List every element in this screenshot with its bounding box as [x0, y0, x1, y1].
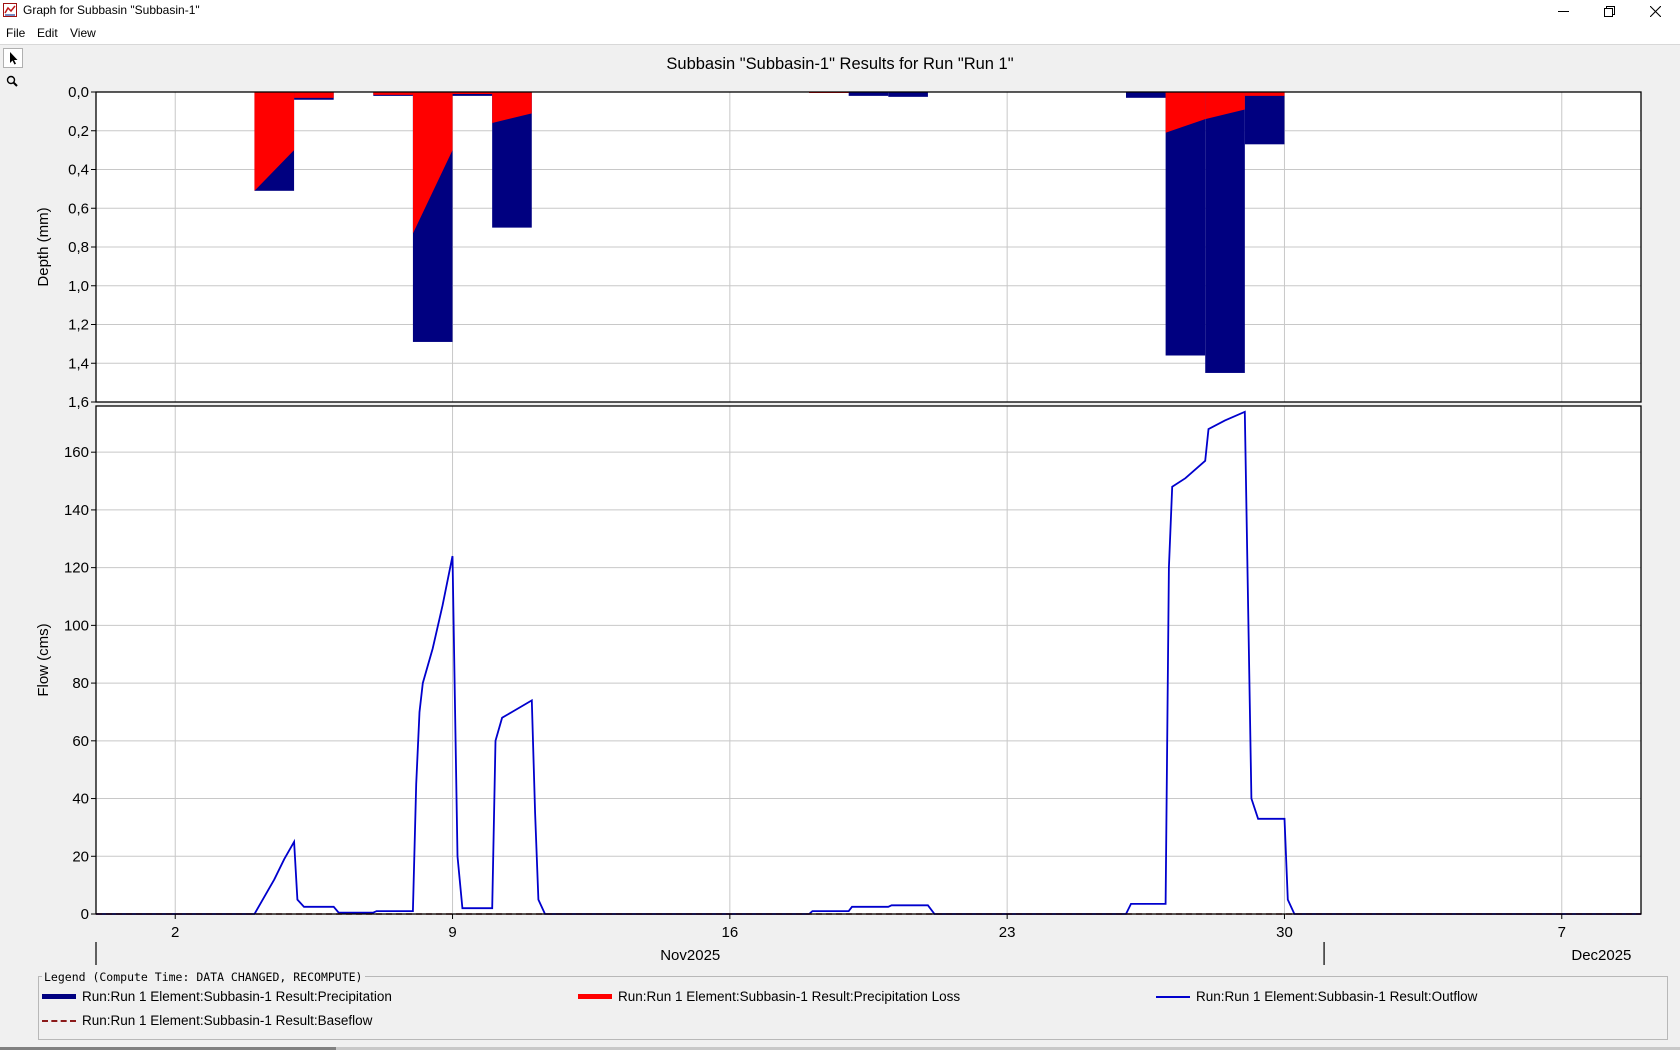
precipitation-loss-bar: [1244, 92, 1285, 96]
legend-swatch-baseflow: [42, 1019, 76, 1022]
depth-ytick-label: 0,4: [68, 162, 89, 179]
precipitation-loss-bar: [492, 92, 532, 123]
xtick-label: 2: [171, 924, 179, 941]
pointer-icon: [10, 52, 18, 65]
restore-icon: [1603, 5, 1615, 17]
pointer-tool-button[interactable]: [3, 48, 23, 68]
depth-axis-label: Depth (mm): [35, 207, 52, 286]
legend-entry-outflow: Run:Run 1 Element:Subbasin-1 Result:Outf…: [1156, 989, 1477, 1004]
flow-ytick-label: 0: [81, 906, 89, 923]
flow-plot-area: [96, 406, 1641, 914]
depth-ytick-label: 1,2: [68, 317, 89, 334]
xtick-label: 23: [999, 924, 1016, 941]
zoom-icon: [6, 75, 18, 87]
menu-bar: File Edit View: [0, 22, 1680, 45]
precipitation-bar: [888, 92, 928, 97]
zoom-tool-button[interactable]: [3, 72, 23, 92]
title-bar: Graph for Subbasin "Subbasin-1": [0, 0, 1680, 22]
graph-toolbox: [0, 45, 26, 105]
legend-swatch-precipitation: [42, 994, 76, 999]
month-label: Nov2025: [660, 947, 720, 964]
legend-swatch-outflow: [1156, 995, 1190, 998]
flow-panel-border: [95, 405, 1642, 915]
legend-label-outflow: Run:Run 1 Element:Subbasin-1 Result:Outf…: [1196, 989, 1478, 1004]
flow-ytick-label: 100: [64, 617, 89, 634]
precipitation-bar: [1205, 92, 1245, 373]
legend-swatch-precipitation-loss: [578, 994, 612, 999]
flow-ytick-label: 160: [64, 444, 89, 461]
legend-entry-baseflow: Run:Run 1 Element:Subbasin-1 Result:Base…: [42, 1013, 372, 1028]
legend-label-precipitation: Run:Run 1 Element:Subbasin-1 Result:Prec…: [82, 989, 392, 1004]
legend-box: [38, 976, 1668, 1040]
flow-ytick-label: 40: [72, 791, 89, 808]
precipitation-bar: [848, 92, 889, 96]
legend-label-precipitation-loss: Run:Run 1 Element:Subbasin-1 Result:Prec…: [618, 989, 961, 1004]
flow-ytick-label: 140: [64, 502, 89, 519]
close-button[interactable]: [1632, 0, 1678, 22]
xtick-label: 9: [448, 924, 456, 941]
precipitation-loss-bar: [1205, 92, 1245, 120]
flow-ytick-label: 80: [72, 675, 89, 692]
xtick-label: 16: [722, 924, 739, 941]
xtick-label: 7: [1558, 924, 1566, 941]
precipitation-bar: [1165, 92, 1206, 356]
window-title: Graph for Subbasin "Subbasin-1": [23, 3, 200, 17]
depth-ytick-label: 1,6: [68, 394, 89, 411]
flow-ytick-label: 20: [72, 848, 89, 865]
depth-ytick-label: 0,8: [68, 239, 89, 256]
month-label: Dec2025: [1571, 947, 1631, 964]
minimize-icon: [1557, 10, 1569, 12]
close-icon: [1649, 5, 1661, 17]
depth-ytick-label: 0,6: [68, 200, 89, 217]
precipitation-loss-bar: [373, 92, 413, 95]
legend-entry-precipitation: Run:Run 1 Element:Subbasin-1 Result:Prec…: [42, 989, 392, 1004]
precipitation-loss-bar: [1165, 92, 1206, 133]
hec-graph-icon: [3, 3, 17, 17]
restore-button[interactable]: [1586, 0, 1632, 22]
chart-title: Subbasin "Subbasin-1" Results for Run "R…: [666, 55, 1013, 73]
flow-axis-label: Flow (cms): [35, 623, 52, 696]
menu-view[interactable]: View: [70, 26, 96, 40]
legend-label-baseflow: Run:Run 1 Element:Subbasin-1 Result:Base…: [82, 1013, 373, 1028]
depth-ytick-label: 0,2: [68, 123, 89, 140]
outflow-line: [96, 410, 1641, 915]
precipitation-loss-bar: [254, 92, 295, 191]
precipitation-loss-bar: [294, 92, 334, 98]
menu-edit[interactable]: Edit: [37, 26, 58, 40]
hydrograph-chart[interactable]: Subbasin "Subbasin-1" Results for Run "R…: [0, 45, 1680, 970]
bottom-scrollbar[interactable]: [0, 1047, 1680, 1050]
flow-ytick-label: 60: [72, 733, 89, 750]
flow-ytick-label: 120: [64, 560, 89, 577]
minimize-button[interactable]: [1540, 0, 1586, 22]
xtick-label: 30: [1276, 924, 1293, 941]
precipitation-loss-bar: [412, 92, 453, 234]
menu-file[interactable]: File: [6, 26, 26, 40]
legend-caption: Legend (Compute Time: DATA CHANGED, RECO…: [42, 970, 365, 984]
scrollbar-thumb[interactable]: [0, 1047, 336, 1050]
legend-entry-precipitation-loss: Run:Run 1 Element:Subbasin-1 Result:Prec…: [578, 989, 960, 1004]
depth-ytick-label: 1,0: [68, 278, 89, 295]
precipitation-bar: [1244, 92, 1285, 145]
depth-ytick-label: 1,4: [68, 355, 89, 372]
depth-ytick-label: 0,0: [68, 84, 89, 101]
precipitation-bar: [1126, 92, 1166, 98]
